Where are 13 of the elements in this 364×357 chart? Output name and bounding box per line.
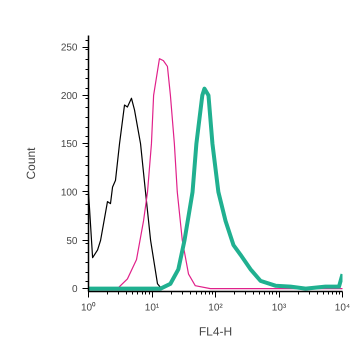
x-tick-label: 10⁰ (80, 302, 96, 314)
x-tick-label: 10³ (272, 302, 287, 314)
y-tick-label: 250 (60, 42, 78, 54)
x-tick-label: 10⁴ (334, 302, 350, 314)
y-axis-title: Count (24, 146, 38, 180)
y-tick-label: 0 (72, 284, 78, 296)
y-tick-label: 150 (60, 139, 78, 150)
y-tick-label: 50 (66, 236, 78, 247)
x-axis-title: FL4-H (198, 324, 232, 338)
x-tick-label: 10² (208, 302, 224, 314)
x-tick-label: 10¹ (144, 302, 160, 314)
y-tick-label: 200 (60, 90, 78, 102)
y-tick-label: 100 (60, 188, 78, 198)
